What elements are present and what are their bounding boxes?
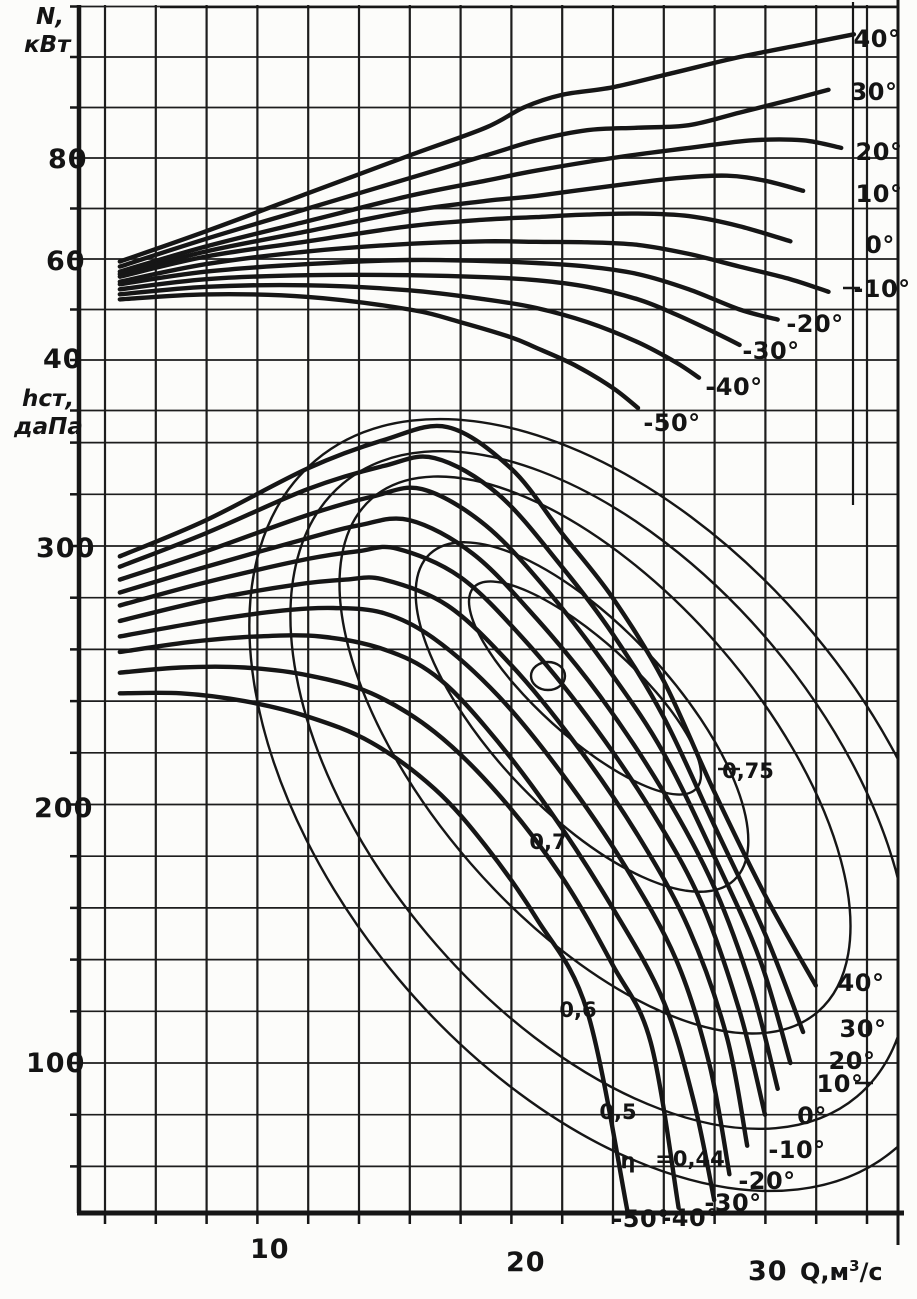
- flow-axis-tick-label: 20: [506, 1247, 546, 1278]
- power-axis-title-line1: N,: [36, 4, 64, 30]
- pressure-curve--20°: [117, 605, 732, 1177]
- pressure-curve--40°: [117, 664, 681, 1210]
- power-curve-label: -30°: [742, 337, 799, 365]
- efficiency-contour-0,5: [289, 449, 899, 1131]
- efficiency-eta-symbol: η: [621, 1149, 636, 1173]
- power-curve-label: 10°: [856, 180, 903, 208]
- power-curve--50°: [117, 292, 641, 411]
- efficiency-contour-0,44: [248, 417, 899, 1193]
- efficiency-contours: [248, 417, 899, 1193]
- pressure-axis-tick-label: 100: [26, 1048, 85, 1079]
- efficiency-label: 0,7: [529, 830, 566, 854]
- power-curve-label: 0°: [865, 231, 895, 259]
- flow-axis-unit-label: Q,м3/с: [800, 1257, 883, 1286]
- pressure-curve--10°: [117, 575, 750, 1148]
- pressure-curve-label: -20°: [738, 1167, 795, 1195]
- pressure-axis-title-line2: даПа: [13, 414, 83, 440]
- flow-axis-tick-label: 30: [748, 1256, 788, 1287]
- power-curve-label: -50°: [643, 409, 700, 437]
- efficiency-label: 0,5: [599, 1100, 636, 1124]
- power-curve--40°: [117, 282, 702, 380]
- pressure-curve-10°: [117, 516, 780, 1091]
- pressure-axis-title-line1: hст,: [22, 386, 74, 412]
- text-labels: 40°30°20°10°0°-10°-20°-30°-40°-50°40°30°…: [13, 4, 910, 1287]
- pressure-curve-label: 30°: [840, 1015, 887, 1043]
- pressure-curve--30°: [117, 633, 717, 1203]
- power-curve--30°: [117, 272, 742, 348]
- power-axis-tick-label: 80: [48, 144, 88, 175]
- power-curve-label: -10°: [853, 275, 910, 303]
- power-axis-tick-label: 40: [43, 344, 83, 375]
- pressure-curve-label: 20°: [829, 1047, 876, 1075]
- pressure-curve-40°: [117, 423, 818, 988]
- power-curve-20°: [117, 137, 844, 274]
- power-curve-30°: [117, 87, 831, 269]
- efficiency-label: 0,6: [559, 998, 596, 1022]
- pressure-curve-label: 0°: [797, 1102, 827, 1130]
- pressure-curve--50°: [117, 690, 630, 1216]
- pressure-axis-tick-label: 200: [34, 793, 93, 824]
- pressure-curve-20°: [117, 485, 793, 1066]
- flow-axis-tick-label: 10: [250, 1234, 290, 1265]
- power-curve-label: -40°: [705, 373, 762, 401]
- power-axis-title-line2: кВт: [24, 32, 72, 58]
- pressure-curve-label: -30°: [704, 1189, 761, 1217]
- power-curve-0°: [117, 211, 793, 279]
- pressure-curve-label: -40°: [661, 1204, 718, 1232]
- power-curve-label: 40°: [854, 25, 901, 53]
- pressure-axis-tick-label: 300: [36, 533, 95, 564]
- pressure-curve-label: -10°: [768, 1136, 825, 1164]
- power-curve--20°: [117, 257, 780, 322]
- power-axis-tick-label: 60: [46, 246, 86, 277]
- efficiency-contour-inner: [529, 660, 567, 692]
- axes: [70, 0, 904, 1245]
- pressure-curve-30°: [117, 454, 806, 1035]
- power-curve--10°: [117, 239, 831, 294]
- pressure-curve-0°: [117, 544, 768, 1117]
- efficiency-label: =0,44: [655, 1147, 724, 1171]
- efficiency-label: 0,75: [722, 759, 774, 783]
- power-curve-10°: [117, 173, 806, 277]
- power-curve-label: 30°: [851, 78, 898, 106]
- characteristic-curves: [117, 32, 857, 1216]
- power-curve-label: 20°: [856, 138, 903, 166]
- power-curve-40°: [117, 32, 857, 264]
- pressure-curve-label: 40°: [838, 969, 885, 997]
- power-curve-label: -20°: [786, 310, 843, 338]
- pressure-curve-label: -50°: [612, 1205, 669, 1233]
